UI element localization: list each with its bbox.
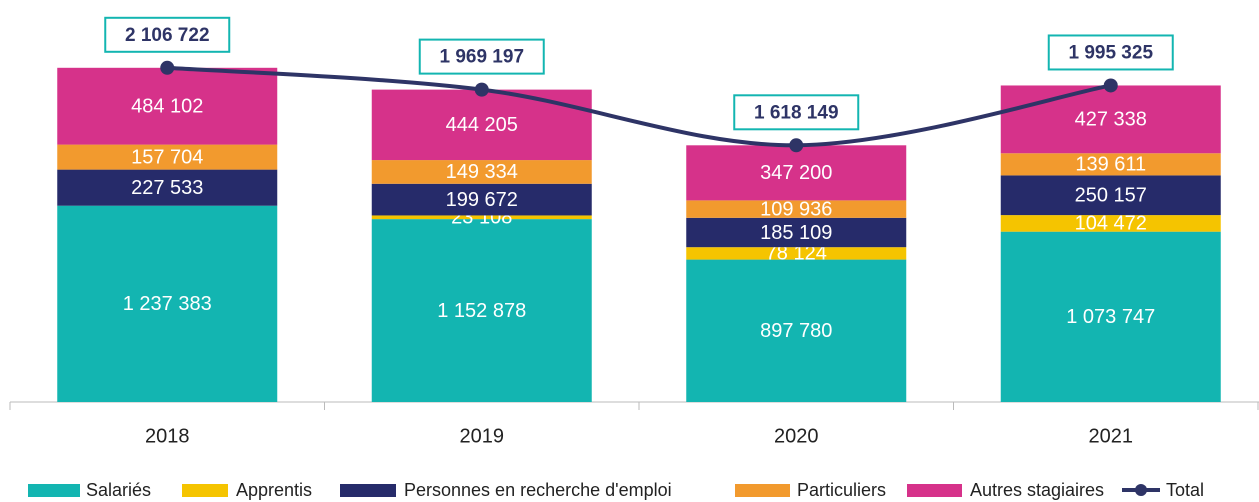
data-label: 1 073 747 [1066, 306, 1155, 328]
data-label: 1 237 383 [123, 293, 212, 315]
total-label: 2 106 722 [125, 25, 210, 46]
bar-segment [371, 160, 592, 184]
data-label: 199 672 [446, 189, 518, 211]
data-label: 484 102 [131, 95, 203, 117]
bar-segment [57, 67, 278, 145]
legend-swatch [28, 484, 80, 497]
legend-label: Particuliers [797, 480, 886, 500]
data-label: 139 611 [1075, 154, 1146, 176]
legend-label: Salariés [86, 480, 151, 500]
bar-segment [1000, 231, 1221, 402]
legend-marker [1135, 484, 1147, 496]
total-label: 1 995 325 [1068, 42, 1153, 63]
total-line [167, 65, 1112, 148]
total-label: 1 969 197 [439, 47, 524, 68]
data-label: 157 704 [131, 146, 203, 168]
total-label-box [104, 16, 231, 53]
x-tick-label: 2021 [1089, 425, 1134, 447]
data-label: 1 152 878 [437, 300, 526, 322]
total-point [789, 138, 804, 153]
legend-swatch [182, 484, 228, 497]
bar-segment [57, 205, 278, 402]
legend-label: Apprentis [236, 480, 312, 500]
data-label: 444 205 [446, 114, 518, 136]
total-point [1103, 78, 1118, 93]
bar-segment [371, 183, 592, 216]
total-label: 1 618 149 [754, 102, 839, 123]
data-label: 149 334 [446, 161, 518, 183]
x-tick-label: 2019 [460, 425, 505, 447]
data-label: 897 780 [760, 320, 832, 342]
data-label: 347 200 [760, 162, 832, 184]
bar-segment [371, 219, 592, 402]
total-label-box [733, 94, 860, 131]
bar-segment [686, 145, 907, 201]
x-tick-label: 2020 [774, 425, 819, 447]
data-label: 109 936 [760, 198, 832, 220]
legend-swatch [735, 484, 790, 497]
legend-label: Personnes en recherche d'emploi [404, 480, 672, 500]
legend-label: Total [1166, 480, 1204, 500]
bar-segment [57, 169, 278, 206]
data-label: 427 338 [1075, 109, 1147, 131]
bar-segment [371, 215, 592, 220]
bar-segment [686, 259, 907, 402]
data-label: 185 109 [760, 222, 832, 244]
legend-label: Autres stagiaires [970, 480, 1104, 500]
data-label: 78 124 [766, 243, 827, 265]
data-label: 250 157 [1075, 185, 1147, 207]
bar-segment [1000, 153, 1221, 176]
legend-swatch [340, 484, 396, 497]
bar-segment [1000, 85, 1221, 154]
total-point [160, 60, 175, 75]
bar-segment [686, 217, 907, 248]
legend-swatch [907, 484, 962, 497]
total-point [474, 82, 489, 97]
data-label: 104 472 [1075, 213, 1147, 235]
bar-segment [57, 144, 278, 170]
bar-segment [1000, 175, 1221, 216]
bar-segment [686, 200, 907, 218]
x-tick-label: 2018 [145, 425, 190, 447]
bar-segment [1000, 215, 1221, 232]
bar-segment [686, 247, 907, 260]
total-label-box [418, 38, 545, 75]
data-label: 227 533 [131, 177, 203, 199]
total-label-box [1047, 34, 1174, 71]
